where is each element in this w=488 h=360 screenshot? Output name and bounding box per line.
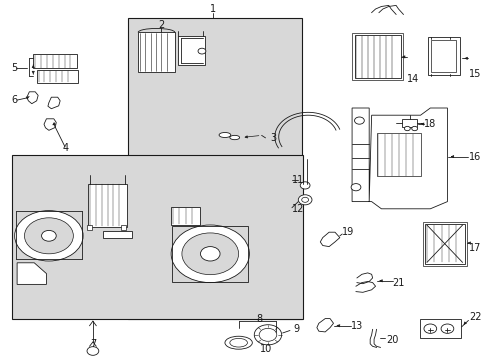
Circle shape [254,325,281,345]
Polygon shape [351,108,447,209]
Text: 12: 12 [292,204,304,214]
Text: 19: 19 [342,227,354,237]
Bar [37,70,78,83]
Circle shape [171,225,249,283]
Text: 9: 9 [293,324,299,334]
Bar [425,224,464,264]
Polygon shape [27,92,38,104]
Text: 8: 8 [256,314,262,324]
Text: 1: 1 [209,4,215,14]
Text: 14: 14 [406,74,418,84]
Bar [422,222,466,266]
Text: 15: 15 [468,69,481,79]
Circle shape [182,233,238,275]
Text: 13: 13 [350,321,363,331]
Text: 17: 17 [468,243,481,253]
Bar [87,225,92,230]
Ellipse shape [224,336,252,349]
Circle shape [440,324,453,333]
Circle shape [423,324,436,333]
Circle shape [41,230,56,241]
Text: 3: 3 [270,133,276,143]
Circle shape [15,211,83,261]
Circle shape [411,126,417,131]
Bar [12,155,303,319]
Bar [419,319,460,338]
Ellipse shape [219,132,230,138]
Bar [172,226,247,282]
Text: 18: 18 [424,119,436,129]
Polygon shape [316,319,333,332]
Text: 10: 10 [260,344,272,354]
Text: 6: 6 [11,95,18,105]
Circle shape [200,247,220,261]
Circle shape [24,218,73,254]
Bar [171,207,200,225]
Bar [88,184,127,227]
Bar [128,18,302,319]
Circle shape [404,126,409,131]
Circle shape [354,117,364,124]
Text: 5: 5 [11,63,18,73]
Text: 16: 16 [468,152,480,162]
Circle shape [87,347,99,355]
Bar [427,37,459,75]
Bar [33,54,77,68]
Text: 22: 22 [468,312,481,322]
Circle shape [350,184,360,191]
Bar [376,133,420,176]
Circle shape [300,182,309,189]
Text: 2: 2 [158,20,164,30]
Text: 21: 21 [392,278,404,288]
Polygon shape [48,97,60,109]
Ellipse shape [229,135,239,140]
Polygon shape [320,232,339,247]
Polygon shape [17,263,46,284]
Polygon shape [44,119,56,130]
Bar [354,35,400,78]
Bar [121,225,126,230]
Bar [430,40,455,72]
Text: 11: 11 [292,175,304,185]
Bar [138,32,174,72]
Text: 7: 7 [90,339,96,349]
Bar [178,36,205,65]
Text: 4: 4 [62,143,68,153]
Text: 20: 20 [386,335,398,345]
Circle shape [198,48,205,54]
Circle shape [298,195,311,205]
Bar [402,119,416,127]
Bar [102,231,132,238]
Bar [351,33,403,80]
